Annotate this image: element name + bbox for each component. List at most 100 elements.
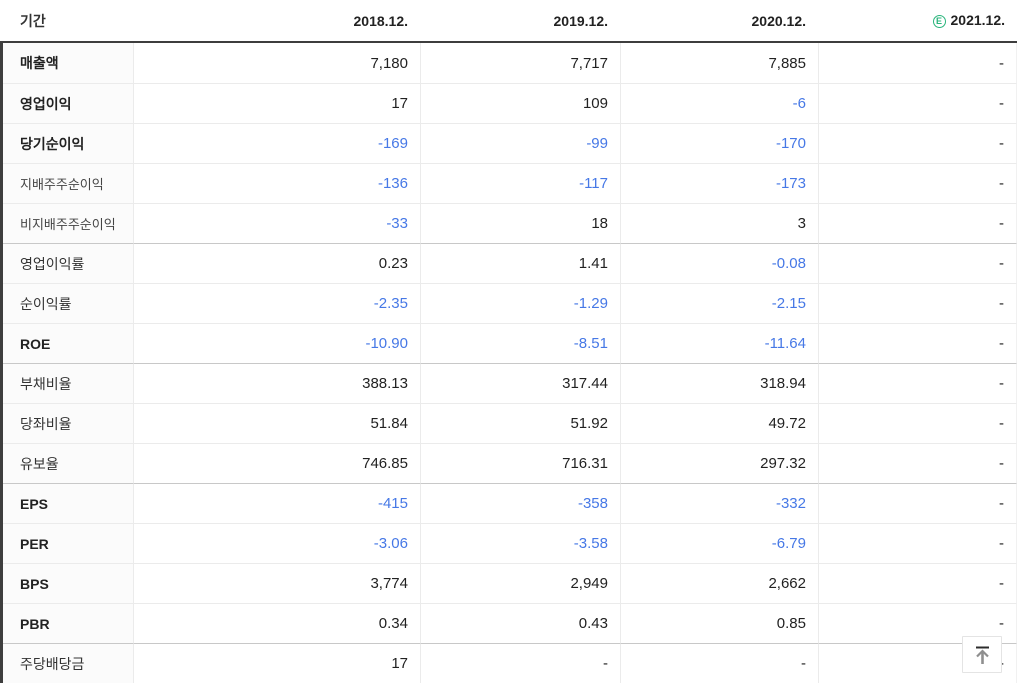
row-label: 영업이익 <box>0 83 133 123</box>
value-cell: -415 <box>133 483 420 523</box>
value-cell: 17 <box>133 643 420 683</box>
value-cell: - <box>420 643 620 683</box>
row-label: PBR <box>0 603 133 643</box>
value-cell: 716.31 <box>420 443 620 483</box>
row-label: 부채비율 <box>0 363 133 403</box>
value-cell: 317.44 <box>420 363 620 403</box>
table-left-edge-bar <box>0 43 3 683</box>
value-cell: - <box>818 83 1017 123</box>
table-body: 매출액 7,180 7,717 7,885- 영업이익 17 109 -6- 당기순이익 -169… <box>0 43 1017 683</box>
table-row: ROE -10.90 -8.51 -11.64- <box>0 323 1017 363</box>
value-cell: 318.94 <box>620 363 818 403</box>
value-cell: -2.15 <box>620 283 818 323</box>
value-cell: 2,949 <box>420 563 620 603</box>
value-cell: -6 <box>620 83 818 123</box>
table-row: 영업이익률 0.23 1.41 -0.08- <box>0 243 1017 283</box>
value-cell: -99 <box>420 123 620 163</box>
table-row: BPS 3,774 2,949 2,662- <box>0 563 1017 603</box>
table-row: 부채비율 388.13 317.44 318.94- <box>0 363 1017 403</box>
value-cell: 2,662 <box>620 563 818 603</box>
value-cell: 297.32 <box>620 443 818 483</box>
value-cell: -8.51 <box>420 323 620 363</box>
value-cell: 388.13 <box>133 363 420 403</box>
table-header-row: 기간 2018.12. 2019.12. 2020.12. E 2021.12. <box>0 0 1017 43</box>
value-cell: -1.29 <box>420 283 620 323</box>
value-cell: 17 <box>133 83 420 123</box>
value-cell: - <box>818 123 1017 163</box>
value-cell: 7,717 <box>420 43 620 83</box>
table-row: 당좌비율 51.84 51.92 49.72- <box>0 403 1017 443</box>
value-cell: -117 <box>420 163 620 203</box>
scroll-to-top-icon <box>975 646 989 664</box>
value-cell: -6.79 <box>620 523 818 563</box>
value-cell: 0.85 <box>620 603 818 643</box>
value-cell: 18 <box>420 203 620 243</box>
table-row: 당기순이익 -169 -99 -170- <box>0 123 1017 163</box>
value-cell: -170 <box>620 123 818 163</box>
value-cell: -11.64 <box>620 323 818 363</box>
table-row: 순이익률 -2.35 -1.29 -2.15- <box>0 283 1017 323</box>
row-label: 당좌비율 <box>0 403 133 443</box>
table-row: PER -3.06 -3.58 -6.79- <box>0 523 1017 563</box>
row-label: EPS <box>0 483 133 523</box>
value-cell: - <box>818 603 1017 643</box>
value-cell: 51.92 <box>420 403 620 443</box>
value-cell: -3.06 <box>133 523 420 563</box>
column-header-2019: 2019.12. <box>420 0 620 43</box>
value-cell: -33 <box>133 203 420 243</box>
row-label: 순이익률 <box>0 283 133 323</box>
row-label: 주당배당금 <box>0 643 133 683</box>
value-cell: -0.08 <box>620 243 818 283</box>
value-cell: - <box>818 203 1017 243</box>
column-header-label: 2021.12. <box>950 12 1006 28</box>
column-header-2018: 2018.12. <box>133 0 420 43</box>
value-cell: 109 <box>420 83 620 123</box>
row-label: 지배주주순이익 <box>0 163 133 203</box>
row-label: PER <box>0 523 133 563</box>
value-cell: - <box>818 283 1017 323</box>
row-label: 유보율 <box>0 443 133 483</box>
table-row: EPS -415 -358 -332- <box>0 483 1017 523</box>
table-row: 지배주주순이익 -136 -117 -173- <box>0 163 1017 203</box>
value-cell: 7,180 <box>133 43 420 83</box>
table-row: 유보율 746.85 716.31 297.32- <box>0 443 1017 483</box>
value-cell: 3 <box>620 203 818 243</box>
row-label: 매출액 <box>0 43 133 83</box>
value-cell: - <box>818 403 1017 443</box>
value-cell: 0.43 <box>420 603 620 643</box>
value-cell: -173 <box>620 163 818 203</box>
value-cell: 0.23 <box>133 243 420 283</box>
row-label: 비지배주주순이익 <box>0 203 133 243</box>
value-cell: - <box>818 363 1017 403</box>
value-cell: -358 <box>420 483 620 523</box>
value-cell: - <box>818 243 1017 283</box>
value-cell: 7,885 <box>620 43 818 83</box>
value-cell: -169 <box>133 123 420 163</box>
value-cell: - <box>818 443 1017 483</box>
table-row: 매출액 7,180 7,717 7,885- <box>0 43 1017 83</box>
value-cell: - <box>818 523 1017 563</box>
estimate-badge-icon: E <box>932 15 946 28</box>
value-cell: - <box>818 163 1017 203</box>
row-label: 당기순이익 <box>0 123 133 163</box>
value-cell: - <box>818 563 1017 603</box>
scroll-to-top-button[interactable] <box>962 636 1002 673</box>
value-cell: -2.35 <box>133 283 420 323</box>
value-cell: 49.72 <box>620 403 818 443</box>
value-cell: -332 <box>620 483 818 523</box>
period-header: 기간 <box>0 0 133 43</box>
value-cell: 3,774 <box>133 563 420 603</box>
value-cell: 1.41 <box>420 243 620 283</box>
value-cell: -3.58 <box>420 523 620 563</box>
value-cell: - <box>818 43 1017 83</box>
value-cell: 0.34 <box>133 603 420 643</box>
row-label: 영업이익률 <box>0 243 133 283</box>
table-row: 비지배주주순이익 -33 18 3- <box>0 203 1017 243</box>
table-row: 영업이익 17 109 -6- <box>0 83 1017 123</box>
value-cell: - <box>818 483 1017 523</box>
column-header-2020: 2020.12. <box>620 0 818 43</box>
value-cell: 51.84 <box>133 403 420 443</box>
